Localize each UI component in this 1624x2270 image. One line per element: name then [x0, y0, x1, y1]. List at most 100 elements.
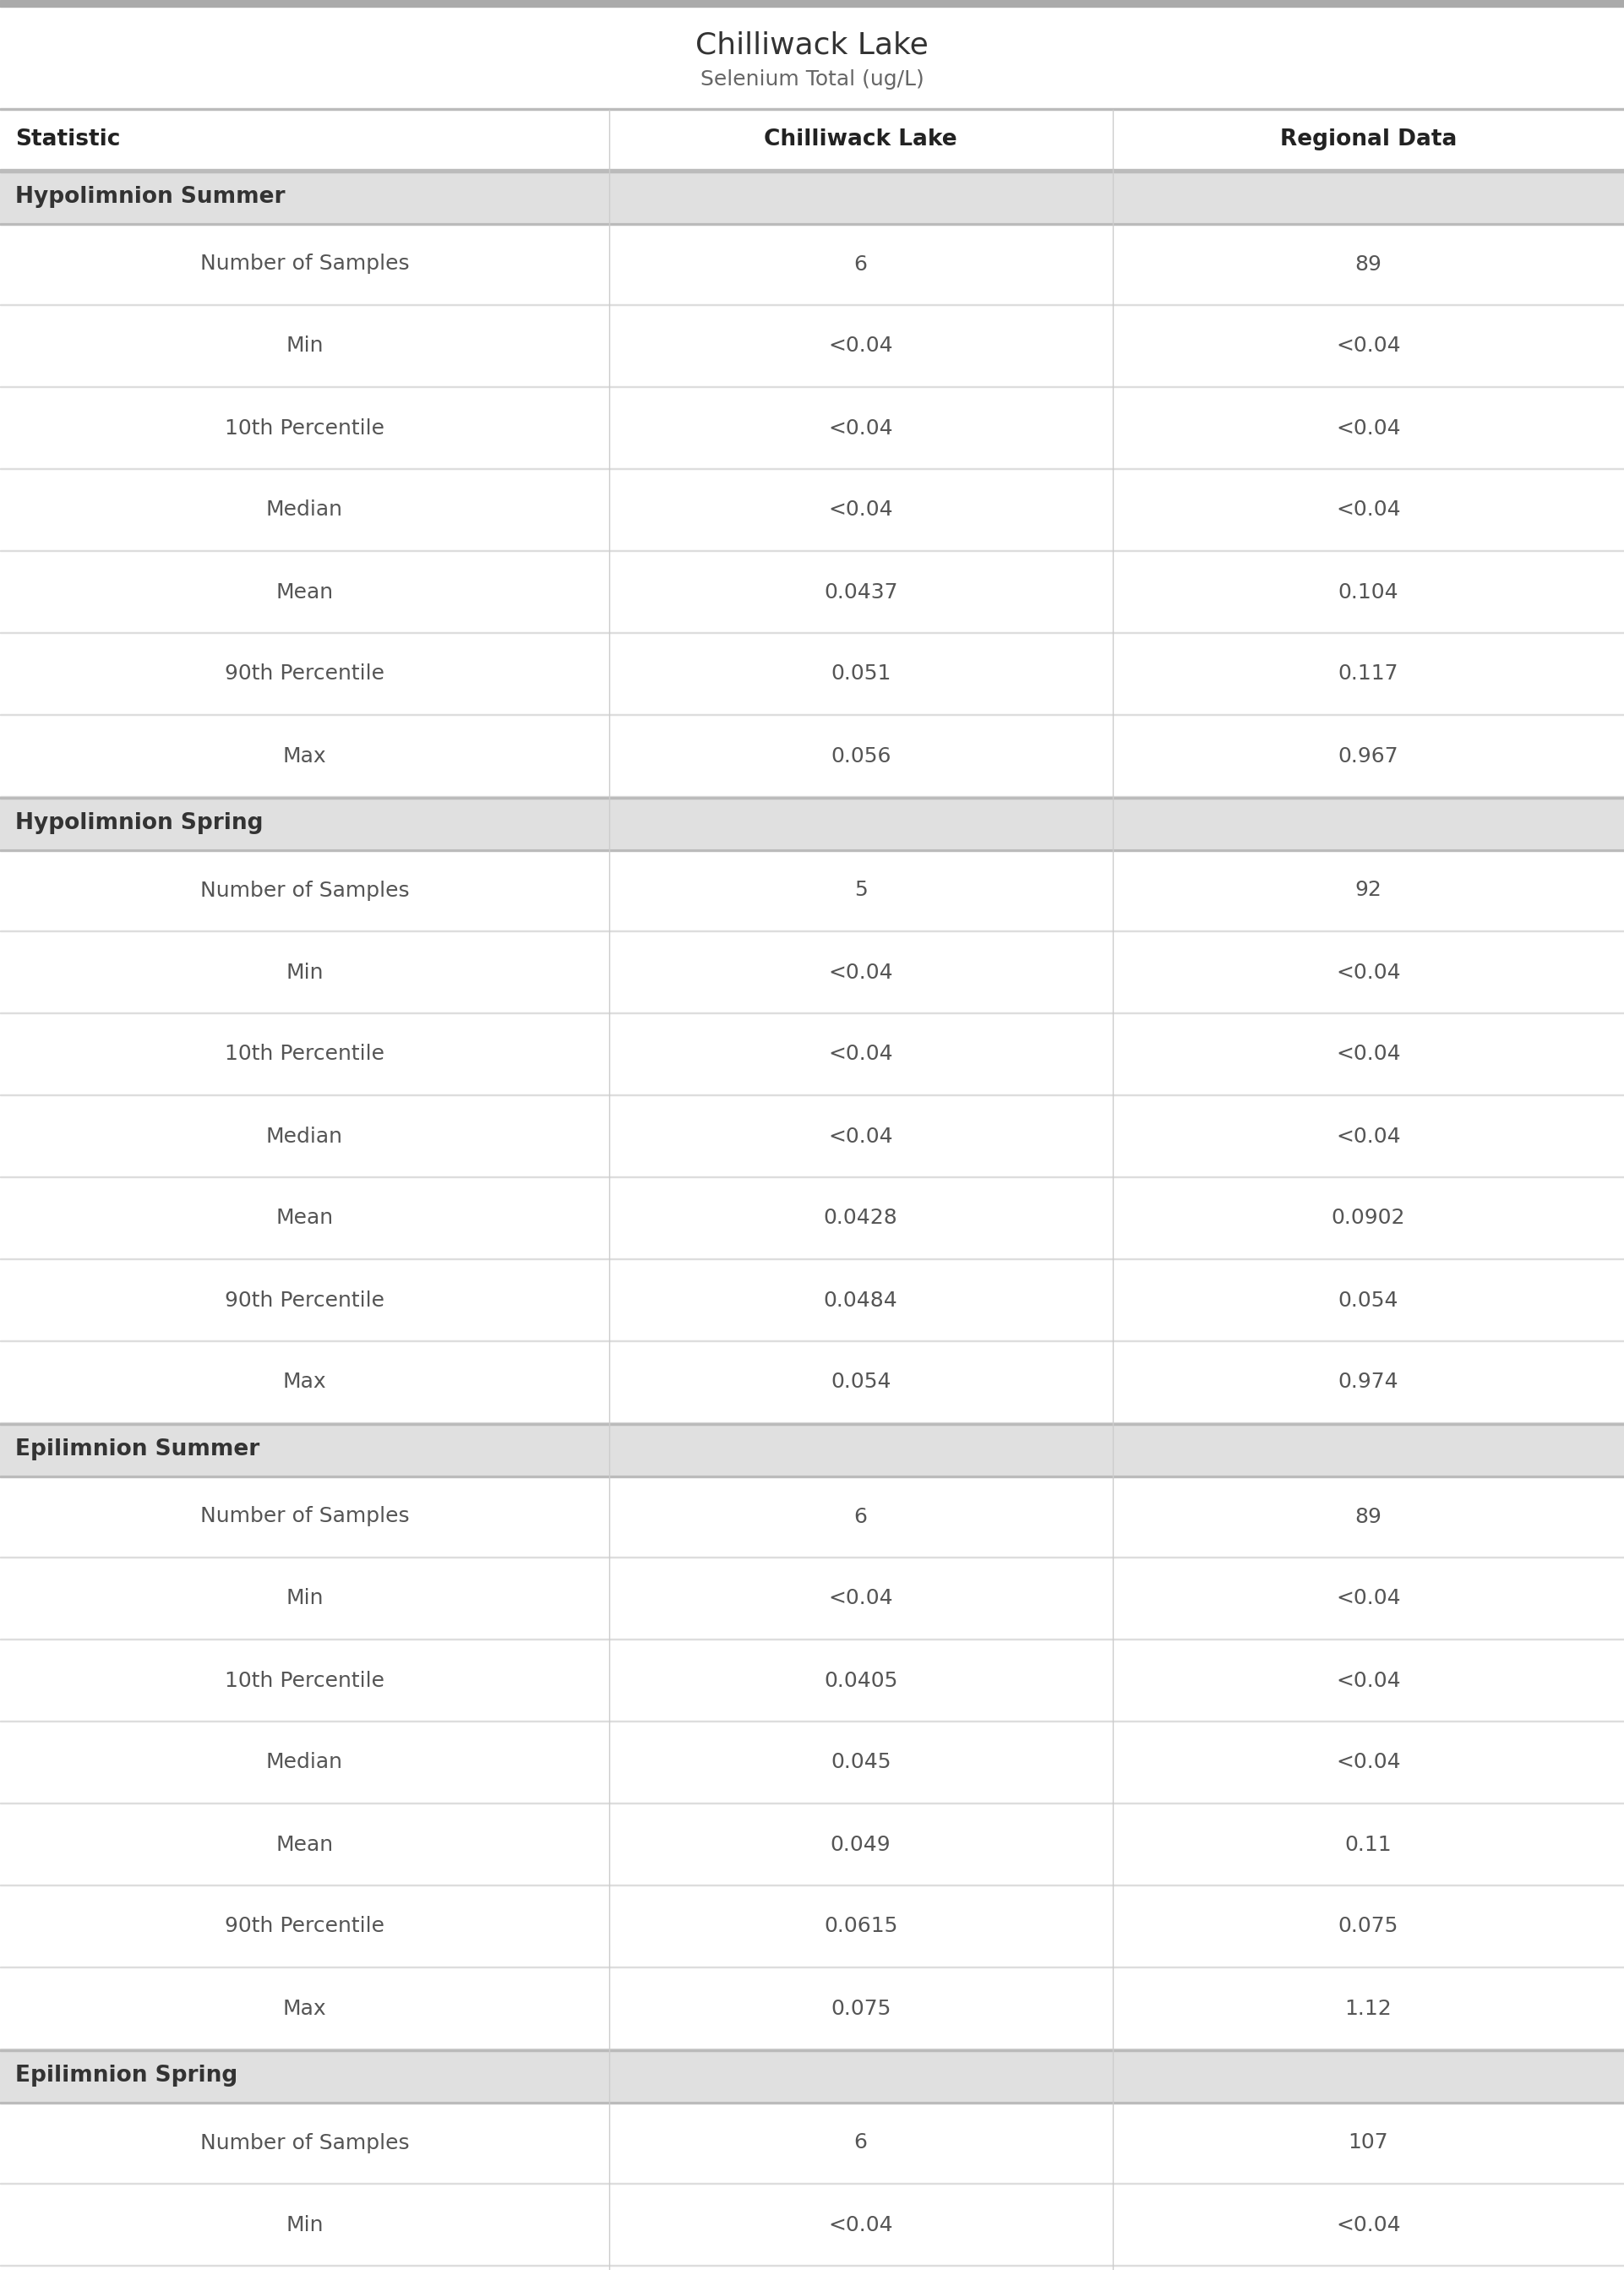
Text: 0.0902: 0.0902	[1332, 1208, 1405, 1228]
Text: <0.04: <0.04	[1337, 336, 1400, 356]
Text: 0.0437: 0.0437	[823, 581, 898, 602]
Text: <0.04: <0.04	[1337, 1126, 1400, 1146]
Text: Chilliwack Lake: Chilliwack Lake	[695, 32, 929, 59]
Text: 0.054: 0.054	[830, 1371, 892, 1392]
Text: <0.04: <0.04	[828, 1589, 893, 1609]
Text: 0.0484: 0.0484	[823, 1289, 898, 1310]
Text: 0.11: 0.11	[1345, 1834, 1392, 1855]
Text: Epilimnion Summer: Epilimnion Summer	[15, 1439, 260, 1460]
Text: <0.04: <0.04	[1337, 2216, 1400, 2236]
Bar	[0, 1476, 1624, 1557]
Text: Median: Median	[266, 1752, 343, 1773]
Text: Median: Median	[266, 1126, 343, 1146]
Text: <0.04: <0.04	[828, 418, 893, 438]
Text: Min: Min	[286, 1589, 323, 1609]
Text: Max: Max	[283, 1371, 326, 1392]
Text: 0.974: 0.974	[1338, 1371, 1398, 1392]
Text: <0.04: <0.04	[1337, 1671, 1400, 1691]
Bar	[0, 2184, 1624, 2265]
Text: <0.04: <0.04	[1337, 418, 1400, 438]
Bar	[0, 0, 1624, 7]
Text: Mean: Mean	[276, 581, 333, 602]
Bar	[0, 2050, 1624, 2102]
Bar	[0, 1639, 1624, 1721]
Bar	[0, 931, 1624, 1012]
Bar	[0, 1721, 1624, 1802]
Bar	[0, 1802, 1624, 1886]
Bar	[0, 552, 1624, 633]
Text: 0.045: 0.045	[830, 1752, 892, 1773]
Text: 0.075: 0.075	[830, 1998, 892, 2018]
Text: Median: Median	[266, 499, 343, 520]
Text: <0.04: <0.04	[828, 1044, 893, 1065]
Bar	[0, 797, 1624, 849]
Text: 90th Percentile: 90th Percentile	[224, 663, 385, 683]
Text: Max: Max	[283, 1998, 326, 2018]
Bar	[0, 2102, 1624, 2184]
Text: Number of Samples: Number of Samples	[200, 2134, 409, 2152]
Text: Number of Samples: Number of Samples	[200, 1507, 409, 1528]
Bar	[0, 715, 1624, 797]
Text: <0.04: <0.04	[828, 962, 893, 983]
Text: <0.04: <0.04	[828, 499, 893, 520]
Bar	[0, 304, 1624, 388]
Text: Hypolimnion Spring: Hypolimnion Spring	[15, 813, 263, 833]
Text: Min: Min	[286, 336, 323, 356]
Bar	[0, 1260, 1624, 1342]
Bar	[0, 1557, 1624, 1639]
Text: 10th Percentile: 10th Percentile	[224, 418, 385, 438]
Text: 6: 6	[854, 2134, 867, 2152]
Text: Max: Max	[283, 747, 326, 765]
Text: 0.0615: 0.0615	[823, 1916, 898, 1936]
Text: 10th Percentile: 10th Percentile	[224, 1044, 385, 1065]
Text: <0.04: <0.04	[828, 1126, 893, 1146]
Text: 0.104: 0.104	[1338, 581, 1398, 602]
Bar	[0, 1012, 1624, 1096]
Text: Regional Data: Regional Data	[1280, 129, 1457, 150]
Text: <0.04: <0.04	[1337, 1589, 1400, 1609]
Text: 0.0405: 0.0405	[823, 1671, 898, 1691]
Text: 107: 107	[1348, 2134, 1389, 2152]
Text: <0.04: <0.04	[1337, 1752, 1400, 1773]
Text: 6: 6	[854, 1507, 867, 1528]
Bar	[0, 1423, 1624, 1476]
Text: 0.056: 0.056	[830, 747, 892, 765]
Bar	[0, 470, 1624, 552]
Text: Mean: Mean	[276, 1834, 333, 1855]
Bar	[0, 1968, 1624, 2050]
Text: 0.054: 0.054	[1338, 1289, 1398, 1310]
Text: Mean: Mean	[276, 1208, 333, 1228]
Bar	[0, 170, 1624, 222]
Text: 89: 89	[1354, 254, 1382, 275]
Text: <0.04: <0.04	[828, 336, 893, 356]
Text: 10th Percentile: 10th Percentile	[224, 1671, 385, 1691]
Text: 0.967: 0.967	[1338, 747, 1398, 765]
Text: Hypolimnion Summer: Hypolimnion Summer	[15, 186, 286, 209]
Text: <0.04: <0.04	[1337, 1044, 1400, 1065]
Text: Epilimnion Spring: Epilimnion Spring	[15, 2066, 237, 2086]
Bar	[0, 1342, 1624, 1423]
Bar	[0, 2265, 1624, 2270]
Bar	[0, 388, 1624, 470]
Text: 0.049: 0.049	[830, 1834, 892, 1855]
Text: 89: 89	[1354, 1507, 1382, 1528]
Text: 5: 5	[854, 881, 867, 901]
Bar	[0, 7, 1624, 109]
Text: 90th Percentile: 90th Percentile	[224, 1289, 385, 1310]
Text: 90th Percentile: 90th Percentile	[224, 1916, 385, 1936]
Text: <0.04: <0.04	[1337, 962, 1400, 983]
Text: <0.04: <0.04	[828, 2216, 893, 2236]
Text: Chilliwack Lake: Chilliwack Lake	[765, 129, 957, 150]
Text: Min: Min	[286, 962, 323, 983]
Text: Statistic: Statistic	[15, 129, 120, 150]
Text: 0.117: 0.117	[1338, 663, 1398, 683]
Text: 0.075: 0.075	[1338, 1916, 1398, 1936]
Text: 0.0428: 0.0428	[823, 1208, 898, 1228]
Text: 1.12: 1.12	[1345, 1998, 1392, 2018]
Bar	[0, 1096, 1624, 1178]
Bar	[0, 1178, 1624, 1260]
Text: Min: Min	[286, 2216, 323, 2236]
Text: Selenium Total (ug/L): Selenium Total (ug/L)	[700, 70, 924, 91]
Text: Number of Samples: Number of Samples	[200, 254, 409, 275]
Bar	[0, 633, 1624, 715]
